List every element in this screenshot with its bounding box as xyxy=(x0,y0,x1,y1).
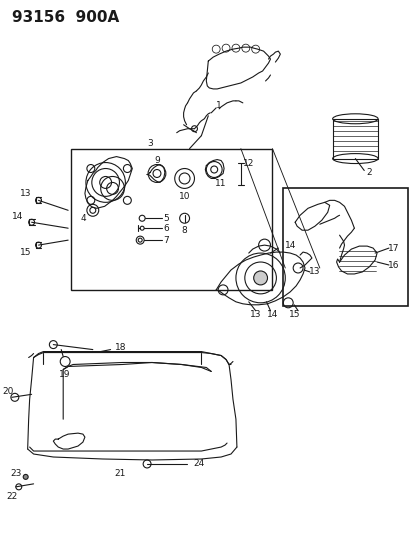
Text: 5: 5 xyxy=(163,214,169,223)
Text: 14: 14 xyxy=(266,310,278,319)
Text: 93156  900A: 93156 900A xyxy=(12,10,119,25)
Text: 11: 11 xyxy=(215,179,226,188)
Text: 15: 15 xyxy=(20,247,31,256)
Text: 13: 13 xyxy=(249,310,261,319)
Text: 14: 14 xyxy=(12,212,24,221)
Text: 24: 24 xyxy=(193,459,204,469)
Text: 16: 16 xyxy=(387,261,399,270)
Text: 6: 6 xyxy=(163,224,169,233)
Bar xyxy=(282,188,407,306)
Text: 22: 22 xyxy=(6,492,17,502)
Text: 10: 10 xyxy=(178,192,190,201)
Text: 13: 13 xyxy=(20,189,31,198)
Text: 3: 3 xyxy=(147,139,152,148)
Text: 13: 13 xyxy=(309,268,320,277)
Text: 7: 7 xyxy=(163,236,169,245)
Text: 14: 14 xyxy=(285,240,296,249)
Text: 9: 9 xyxy=(154,156,159,165)
Circle shape xyxy=(253,271,267,285)
Text: 21: 21 xyxy=(114,470,126,479)
Text: 4: 4 xyxy=(80,214,85,223)
Text: 20: 20 xyxy=(2,387,14,396)
Text: 2: 2 xyxy=(366,168,371,177)
Text: 15: 15 xyxy=(289,310,300,319)
Bar xyxy=(332,119,377,158)
Text: 8: 8 xyxy=(181,225,187,235)
Text: 17: 17 xyxy=(387,244,399,253)
Text: 18: 18 xyxy=(114,343,126,352)
Bar xyxy=(71,149,272,290)
Circle shape xyxy=(23,474,28,479)
Text: 23: 23 xyxy=(10,470,21,479)
Text: 12: 12 xyxy=(242,159,254,168)
Text: 19: 19 xyxy=(59,370,71,379)
Circle shape xyxy=(139,215,145,221)
Text: 1: 1 xyxy=(216,101,221,110)
